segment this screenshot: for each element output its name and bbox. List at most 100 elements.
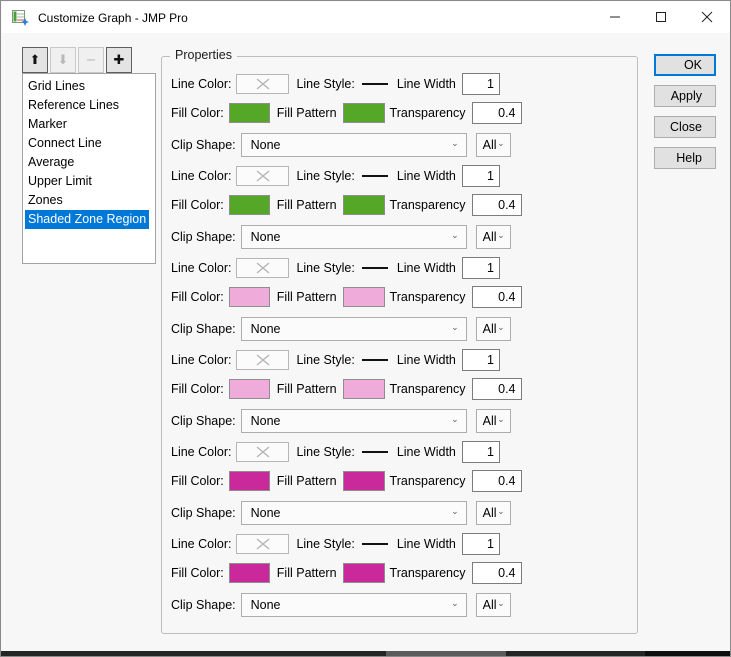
clip-shape-value: None (250, 598, 281, 612)
line-width-input[interactable] (461, 73, 500, 95)
line-color-button[interactable] (236, 166, 290, 186)
clip-shape-select[interactable]: None ⌄ (240, 225, 467, 249)
chevron-down-icon: ⌄ (451, 229, 459, 240)
line-width-label: Line Width (396, 445, 456, 459)
graph-elements-list[interactable]: Grid Lines Reference Lines Marker Connec… (22, 73, 156, 264)
clip-scope-select[interactable]: All ⌄ (475, 593, 511, 617)
clip-scope-value: All (482, 322, 497, 336)
line-color-button[interactable] (236, 74, 290, 94)
line-width-label: Line Width (396, 261, 456, 275)
chevron-down-icon: ⌄ (451, 137, 459, 148)
line-color-button[interactable] (236, 258, 290, 278)
fill-pattern-button[interactable] (342, 379, 385, 399)
line-style-button[interactable] (361, 449, 388, 455)
line-style-button[interactable] (361, 541, 388, 547)
maximize-button[interactable] (638, 1, 684, 32)
line-color-button[interactable] (236, 534, 290, 554)
fill-pattern-button[interactable] (342, 563, 385, 583)
clip-scope-select[interactable]: All ⌄ (475, 225, 511, 249)
toolbar-add-button[interactable]: ✚ (106, 47, 132, 73)
property-section: Line Color: Line Style: Line Width Fill … (171, 162, 631, 254)
fill-pattern-button[interactable] (342, 471, 385, 491)
close-button[interactable] (684, 1, 730, 32)
transparency-input[interactable] (471, 194, 522, 216)
transparency-input[interactable] (471, 102, 522, 124)
line-color-button[interactable] (236, 350, 290, 370)
line-style-label: Line Style: (296, 77, 355, 91)
fill-pattern-button[interactable] (342, 287, 385, 307)
clip-scope-select[interactable]: All ⌄ (475, 317, 511, 341)
clip-scope-select[interactable]: All ⌄ (475, 133, 511, 157)
fill-color-button[interactable] (228, 563, 270, 583)
list-item[interactable]: Connect Line (28, 136, 102, 150)
fill-pattern-button[interactable] (342, 103, 385, 123)
clip-shape-label: Clip Shape: (171, 138, 236, 152)
line-style-button[interactable] (361, 173, 388, 179)
transparency-label: Transparency (389, 566, 466, 580)
clip-scope-value: All (482, 414, 497, 428)
line-width-input[interactable] (461, 257, 500, 279)
line-color-label: Line Color: (171, 77, 232, 91)
fill-color-button[interactable] (228, 103, 270, 123)
clip-shape-label: Clip Shape: (171, 414, 236, 428)
line-color-label: Line Color: (171, 353, 232, 367)
line-style-button[interactable] (361, 357, 388, 363)
clip-scope-select[interactable]: All ⌄ (475, 409, 511, 433)
transparency-input[interactable] (471, 562, 522, 584)
clip-shape-select[interactable]: None ⌄ (240, 133, 467, 157)
transparency-input[interactable] (471, 286, 522, 308)
fill-pattern-label: Fill Pattern (276, 566, 337, 580)
fill-color-button[interactable] (228, 471, 270, 491)
window-title: Customize Graph - JMP Pro (38, 10, 188, 25)
chevron-down-icon: ⌄ (451, 321, 459, 332)
toolbar-remove-button: − (78, 47, 104, 73)
clip-shape-select[interactable]: None ⌄ (240, 317, 467, 341)
list-item[interactable]: Reference Lines (28, 98, 120, 112)
list-item[interactable]: Upper Limit (28, 174, 92, 188)
list-item[interactable]: Grid Lines (28, 79, 85, 93)
ok-button[interactable]: OK (654, 54, 716, 76)
list-item[interactable]: Average (28, 155, 75, 169)
line-color-label: Line Color: (171, 261, 232, 275)
clip-shape-select[interactable]: None ⌄ (240, 409, 467, 433)
list-item[interactable]: Marker (28, 117, 67, 131)
fill-pattern-button[interactable] (342, 195, 385, 215)
list-item[interactable]: Shaded Zone Region (25, 210, 150, 229)
background-window-edge (1, 651, 730, 656)
help-button[interactable]: Help (654, 147, 716, 169)
fill-color-button[interactable] (228, 195, 270, 215)
solid-line-icon (361, 267, 388, 269)
fill-pattern-label: Fill Pattern (276, 106, 337, 120)
line-width-input[interactable] (461, 165, 500, 187)
solid-line-icon (361, 175, 388, 177)
clip-scope-select[interactable]: All ⌄ (475, 501, 511, 525)
list-item[interactable]: Zones (28, 193, 63, 207)
line-style-label: Line Style: (296, 445, 355, 459)
toolbar-move-up-button[interactable]: ⬆ (22, 47, 48, 73)
line-width-input[interactable] (461, 349, 500, 371)
fill-color-button[interactable] (228, 379, 270, 399)
transparency-input[interactable] (471, 470, 522, 492)
close-button[interactable]: Close (654, 116, 716, 138)
line-color-label: Line Color: (171, 445, 232, 459)
no-color-x-icon (256, 262, 270, 274)
clip-shape-value: None (250, 506, 281, 520)
line-style-button[interactable] (361, 265, 388, 271)
chevron-down-icon: ⌄ (451, 413, 459, 424)
clip-shape-label: Clip Shape: (171, 322, 236, 336)
jmp-app-icon (12, 10, 29, 26)
transparency-label: Transparency (389, 106, 466, 120)
line-color-button[interactable] (236, 442, 290, 462)
clip-shape-value: None (250, 414, 281, 428)
line-style-button[interactable] (361, 81, 388, 87)
fill-color-button[interactable] (228, 287, 270, 307)
clip-shape-select[interactable]: None ⌄ (240, 501, 467, 525)
transparency-input[interactable] (471, 378, 522, 400)
minimize-button[interactable] (592, 1, 638, 32)
apply-button[interactable]: Apply (654, 85, 716, 107)
clip-shape-label: Clip Shape: (171, 506, 236, 520)
clip-shape-select[interactable]: None ⌄ (240, 593, 467, 617)
line-width-label: Line Width (396, 353, 456, 367)
line-width-input[interactable] (461, 441, 500, 463)
line-width-input[interactable] (461, 533, 500, 555)
